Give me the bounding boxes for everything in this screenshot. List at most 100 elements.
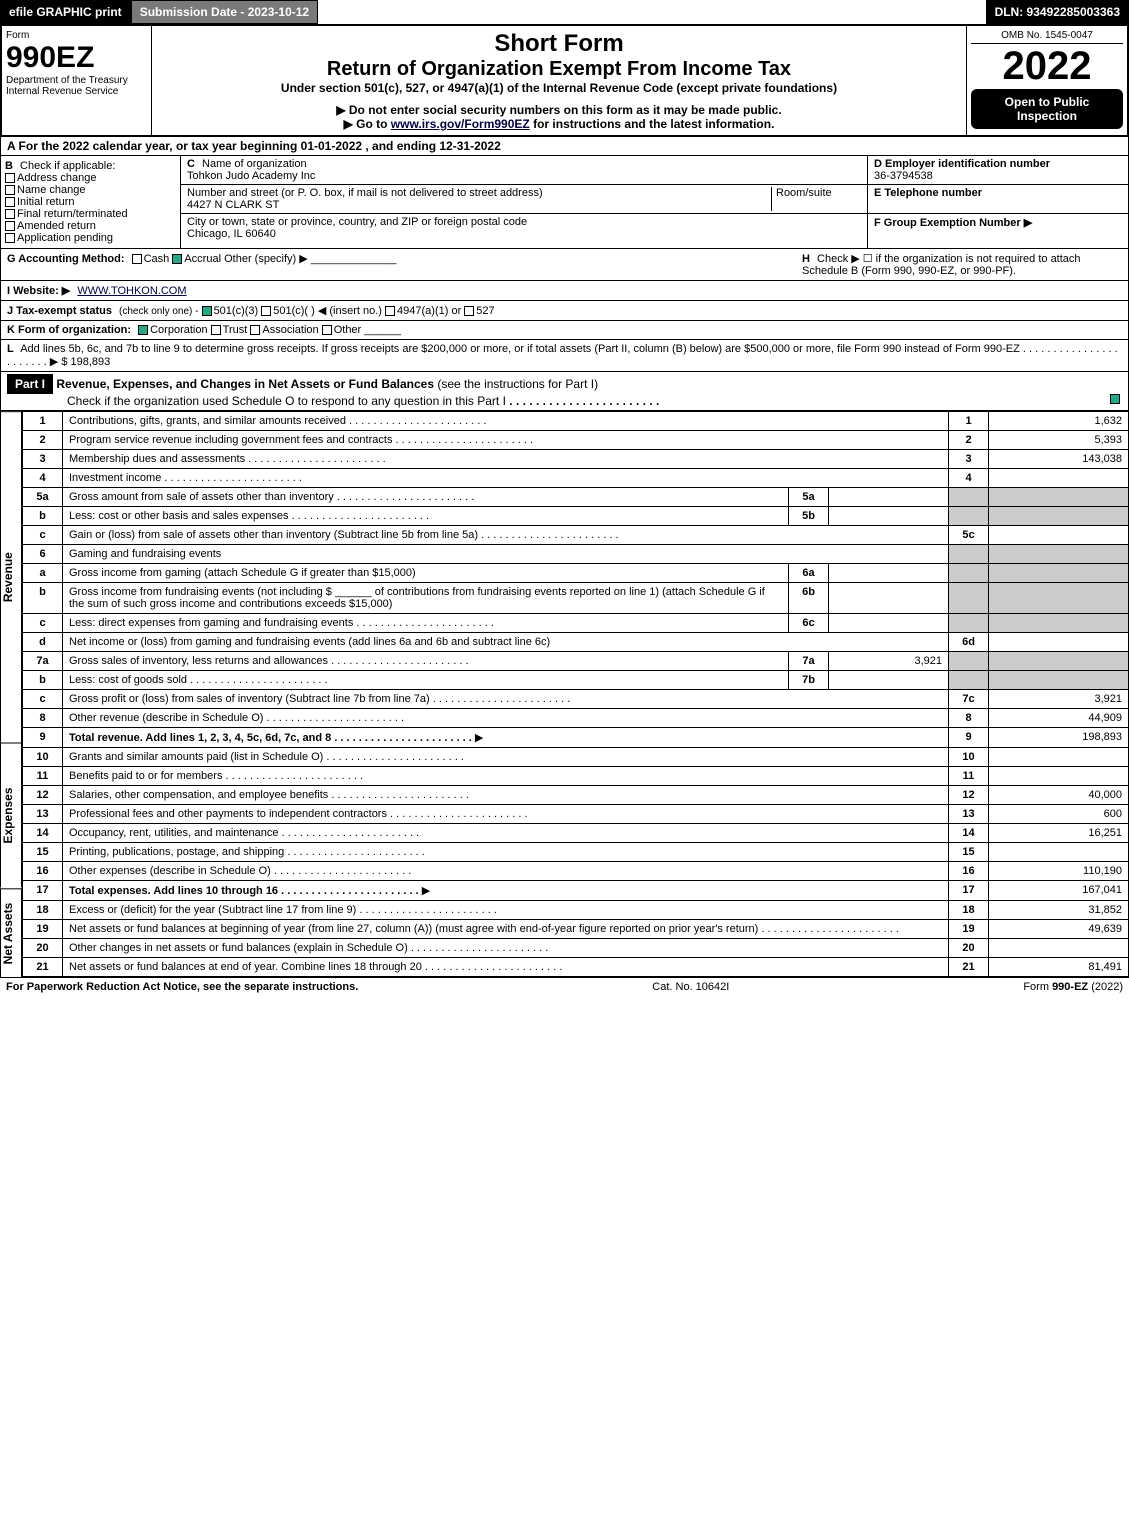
form-word: Form xyxy=(6,30,147,41)
line-5b: bLess: cost or other basis and sales exp… xyxy=(23,507,1129,526)
part1-body: Revenue Expenses Net Assets 1Contributio… xyxy=(0,411,1129,977)
amt-19: 49,639 xyxy=(989,920,1129,939)
line-6: 6Gaming and fundraising events xyxy=(23,545,1129,564)
dept-treasury: Department of the Treasury xyxy=(6,75,147,86)
line-8: 8Other revenue (describe in Schedule O)8… xyxy=(23,709,1129,728)
amt-7a: 3,921 xyxy=(829,652,949,671)
line-i: I Website: ▶ WWW.TOHKON.COM xyxy=(0,281,1129,301)
line-3: 3Membership dues and assessments3143,038 xyxy=(23,450,1129,469)
page-footer: For Paperwork Reduction Act Notice, see … xyxy=(0,977,1129,996)
short-form-title: Short Form xyxy=(156,30,962,58)
room-suite: Room/suite xyxy=(771,187,861,211)
omb-number: OMB No. 1545-0047 xyxy=(971,30,1123,44)
line-19: 19Net assets or fund balances at beginni… xyxy=(23,920,1129,939)
line-7a: 7aGross sales of inventory, less returns… xyxy=(23,652,1129,671)
bullet-ssn: ▶ Do not enter social security numbers o… xyxy=(156,103,962,117)
org-name: Tohkon Judo Academy Inc xyxy=(187,170,315,182)
line-6a: aGross income from gaming (attach Schedu… xyxy=(23,564,1129,583)
chk-address[interactable] xyxy=(5,173,15,183)
submission-date: Submission Date - 2023-10-12 xyxy=(131,0,318,24)
line-14: 14Occupancy, rent, utilities, and mainte… xyxy=(23,824,1129,843)
chk-amended[interactable] xyxy=(5,221,15,231)
info-block: B Check if applicable: Address change Na… xyxy=(0,156,1129,249)
section-e-label: E Telephone number xyxy=(874,187,982,199)
chk-other[interactable] xyxy=(322,325,332,335)
line-5c: cGain or (loss) from sale of assets othe… xyxy=(23,526,1129,545)
line-11: 11Benefits paid to or for members11 xyxy=(23,767,1129,786)
line-k: K Form of organization: Corporation Trus… xyxy=(0,321,1129,340)
line-16: 16Other expenses (describe in Schedule O… xyxy=(23,862,1129,881)
under-section: Under section 501(c), 527, or 4947(a)(1)… xyxy=(156,81,962,95)
chk-pending[interactable] xyxy=(5,233,15,243)
form-number: 990EZ xyxy=(6,41,147,75)
line-l: L Add lines 5b, 6c, and 7b to line 9 to … xyxy=(0,340,1129,372)
dept-irs: Internal Revenue Service xyxy=(6,86,147,97)
section-f-label: F Group Exemption Number ▶ xyxy=(874,217,1032,229)
section-c: C Name of organization Tohkon Judo Acade… xyxy=(181,156,868,248)
chk-trust[interactable] xyxy=(211,325,221,335)
line-15: 15Printing, publications, postage, and s… xyxy=(23,843,1129,862)
line-2: 2Program service revenue including gover… xyxy=(23,431,1129,450)
chk-name[interactable] xyxy=(5,185,15,195)
chk-final[interactable] xyxy=(5,209,15,219)
line-9: 9Total revenue. Add lines 1, 2, 3, 4, 5c… xyxy=(23,728,1129,748)
lines-table: 1Contributions, gifts, grants, and simil… xyxy=(22,411,1129,977)
amt-9: 198,893 xyxy=(989,728,1129,748)
form-ref: Form 990-EZ (2022) xyxy=(1023,981,1123,993)
line-7c: cGross profit or (loss) from sales of in… xyxy=(23,690,1129,709)
gross-receipts: 198,893 xyxy=(71,356,111,368)
line-21: 21Net assets or fund balances at end of … xyxy=(23,958,1129,977)
inspection-pill: Open to Public Inspection xyxy=(971,89,1123,129)
org-street: 4427 N CLARK ST xyxy=(187,199,279,211)
cat-number: Cat. No. 10642I xyxy=(652,981,729,993)
website-link[interactable]: WWW.TOHKON.COM xyxy=(77,285,186,297)
chk-corp[interactable] xyxy=(138,325,148,335)
chk-accrual[interactable] xyxy=(172,254,182,264)
line-6d: dNet income or (loss) from gaming and fu… xyxy=(23,633,1129,652)
ein: 36-3794538 xyxy=(874,170,933,182)
amt-16: 110,190 xyxy=(989,862,1129,881)
chk-527[interactable] xyxy=(464,306,474,316)
section-def: D Employer identification number 36-3794… xyxy=(868,156,1128,248)
amt-18: 31,852 xyxy=(989,901,1129,920)
form-header: Form 990EZ Department of the Treasury In… xyxy=(0,24,1129,137)
line-6c: cLess: direct expenses from gaming and f… xyxy=(23,614,1129,633)
amt-7c: 3,921 xyxy=(989,690,1129,709)
line-10: 10Grants and similar amounts paid (list … xyxy=(23,748,1129,767)
amt-17: 167,041 xyxy=(989,881,1129,901)
line-6b: bGross income from fundraising events (n… xyxy=(23,583,1129,614)
line-1: 1Contributions, gifts, grants, and simil… xyxy=(23,412,1129,431)
line-13: 13Professional fees and other payments t… xyxy=(23,805,1129,824)
chk-501c[interactable] xyxy=(261,306,271,316)
irs-link[interactable]: www.irs.gov/Form990EZ xyxy=(391,117,530,131)
section-d-label: D Employer identification number xyxy=(874,158,1050,170)
return-title: Return of Organization Exempt From Incom… xyxy=(156,58,962,81)
line-20: 20Other changes in net assets or fund ba… xyxy=(23,939,1129,958)
amt-1: 1,632 xyxy=(989,412,1129,431)
chk-initial[interactable] xyxy=(5,197,15,207)
org-city: Chicago, IL 60640 xyxy=(187,228,276,240)
line-12: 12Salaries, other compensation, and empl… xyxy=(23,786,1129,805)
amt-14: 16,251 xyxy=(989,824,1129,843)
chk-assoc[interactable] xyxy=(250,325,260,335)
efile-label: efile GRAPHIC print xyxy=(0,0,131,24)
line-7b: bLess: cost of goods sold7b xyxy=(23,671,1129,690)
chk-4947[interactable] xyxy=(385,306,395,316)
line-j: J Tax-exempt status (check only one) - 5… xyxy=(0,301,1129,321)
amt-4 xyxy=(989,469,1129,488)
side-netassets: Net Assets xyxy=(0,888,22,977)
bullet-goto: ▶ Go to www.irs.gov/Form990EZ for instru… xyxy=(156,117,962,131)
line-a: A For the 2022 calendar year, or tax yea… xyxy=(0,137,1129,156)
chk-schedule-o[interactable] xyxy=(1110,394,1120,404)
line-5a: 5aGross amount from sale of assets other… xyxy=(23,488,1129,507)
side-revenue: Revenue xyxy=(0,411,22,743)
paperwork-notice: For Paperwork Reduction Act Notice, see … xyxy=(6,981,358,993)
chk-501c3[interactable] xyxy=(202,306,212,316)
side-expenses: Expenses xyxy=(0,743,22,888)
line-4: 4Investment income4 xyxy=(23,469,1129,488)
amt-3: 143,038 xyxy=(989,450,1129,469)
part1-header: Part I Revenue, Expenses, and Changes in… xyxy=(0,372,1129,411)
amt-2: 5,393 xyxy=(989,431,1129,450)
chk-cash[interactable] xyxy=(132,254,142,264)
dln: DLN: 93492285003363 xyxy=(986,0,1129,24)
